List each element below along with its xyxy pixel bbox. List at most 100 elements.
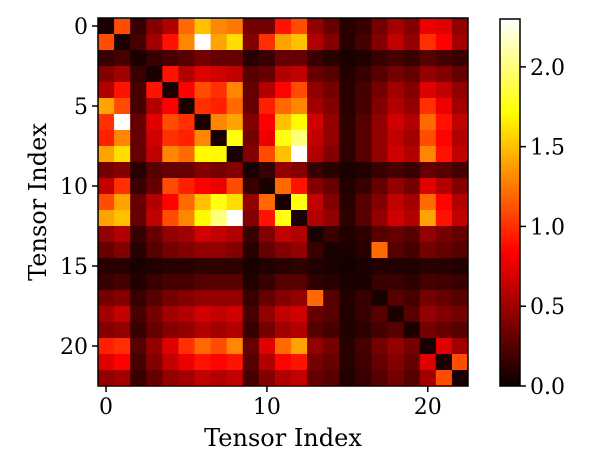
- heatmap-cell: [355, 322, 372, 339]
- heatmap-cell: [339, 162, 356, 179]
- heatmap-cell: [435, 146, 453, 163]
- heatmap-cell: [274, 114, 292, 131]
- heatmap-cell: [419, 354, 437, 371]
- heatmap-cell: [307, 194, 324, 211]
- heatmap-cell: [307, 290, 324, 307]
- colorbar-frame: [499, 18, 521, 387]
- heatmap-cell: [387, 354, 405, 371]
- heatmap-cell: [114, 338, 131, 355]
- heatmap-cell: [291, 194, 308, 211]
- heatmap-cell: [162, 290, 179, 307]
- heatmap-cell: [435, 210, 453, 227]
- heatmap-cell: [355, 370, 372, 387]
- heatmap-cell: [451, 274, 469, 291]
- heatmap-cell: [98, 194, 115, 211]
- heatmap-cell: [307, 322, 324, 339]
- heatmap-cell: [435, 242, 453, 259]
- heatmap-cell: [387, 242, 405, 259]
- heatmap-cell: [403, 82, 421, 99]
- heatmap-cell: [146, 66, 163, 83]
- heatmap-cell: [307, 18, 324, 35]
- heatmap-cell: [435, 226, 453, 243]
- heatmap-cell: [258, 322, 276, 339]
- heatmap-cell: [323, 306, 340, 323]
- heatmap-cell: [130, 98, 147, 115]
- heatmap-cell: [178, 210, 195, 227]
- heatmap-cell: [194, 50, 212, 67]
- heatmap-cell: [291, 306, 308, 323]
- heatmap-cell: [435, 322, 453, 339]
- heatmap-cell: [114, 34, 131, 51]
- heatmap-cell: [291, 114, 308, 131]
- heatmap-cell: [291, 226, 308, 243]
- heatmap-cell: [355, 178, 372, 195]
- heatmap-cell: [130, 226, 147, 243]
- heatmap-cell: [130, 82, 147, 99]
- heatmap-cell: [146, 50, 163, 67]
- heatmap-cell: [339, 114, 356, 131]
- heatmap-cell: [451, 66, 469, 83]
- heatmap-cell: [355, 354, 372, 371]
- heatmap-cell: [242, 370, 260, 387]
- heatmap-cell: [403, 274, 421, 291]
- heatmap-cell: [291, 354, 308, 371]
- heatmap-cell: [291, 210, 308, 227]
- colorbar-tick-label: 1.0: [530, 215, 565, 240]
- heatmap-cell: [339, 18, 356, 35]
- heatmap-cell: [242, 162, 260, 179]
- heatmap-cell: [291, 322, 308, 339]
- heatmap-cell: [451, 114, 469, 131]
- heatmap-cell: [162, 210, 179, 227]
- heatmap-cell: [98, 130, 115, 147]
- heatmap-cell: [403, 130, 421, 147]
- heatmap-cell: [98, 146, 115, 163]
- heatmap-cell: [226, 82, 244, 99]
- heatmap-cell: [291, 370, 308, 387]
- heatmap-cell: [146, 338, 163, 355]
- heatmap-cell: [419, 290, 437, 307]
- heatmap-cell: [419, 34, 437, 51]
- heatmap-cell: [339, 242, 356, 259]
- heatmap-cell: [307, 50, 324, 67]
- heatmap-cell: [307, 338, 324, 355]
- heatmap-cell: [403, 370, 421, 387]
- heatmap-cell: [194, 146, 212, 163]
- heatmap-cell: [387, 194, 405, 211]
- heatmap-cell: [146, 130, 163, 147]
- heatmap-cell: [435, 162, 453, 179]
- heatmap-cell: [146, 18, 163, 35]
- heatmap-cell: [194, 66, 212, 83]
- y-axis: 0 5 10 15 20: [60, 15, 98, 360]
- heatmap-cell: [98, 98, 115, 115]
- heatmap-cell: [130, 18, 147, 35]
- heatmap-cell: [274, 290, 292, 307]
- heatmap-cell: [451, 162, 469, 179]
- heatmap-cell: [210, 338, 228, 355]
- heatmap-cell: [355, 114, 372, 131]
- heatmap-cell: [323, 258, 340, 275]
- heatmap-cell: [291, 130, 308, 147]
- heatmap-cell: [178, 114, 195, 131]
- heatmap-cell: [210, 210, 228, 227]
- heatmap-cell: [451, 258, 469, 275]
- heatmap-cell: [307, 146, 324, 163]
- heatmap-cell: [146, 226, 163, 243]
- heatmap-cell: [307, 98, 324, 115]
- heatmap-cell: [339, 258, 356, 275]
- heatmap-cell: [258, 306, 276, 323]
- heatmap-cell: [323, 338, 340, 355]
- heatmap-cell: [114, 354, 131, 371]
- heatmap-cell: [323, 50, 340, 67]
- heatmap-cell: [130, 146, 147, 163]
- heatmap-cell: [146, 242, 163, 259]
- heatmap-cell: [307, 82, 324, 99]
- heatmap-cell: [419, 162, 437, 179]
- heatmap-cell: [419, 194, 437, 211]
- heatmap-cell: [419, 146, 437, 163]
- heatmap-cell: [371, 82, 388, 99]
- heatmap-cell: [130, 274, 147, 291]
- heatmap-cell: [210, 66, 228, 83]
- heatmap-cell: [451, 226, 469, 243]
- heatmap-cell: [178, 82, 195, 99]
